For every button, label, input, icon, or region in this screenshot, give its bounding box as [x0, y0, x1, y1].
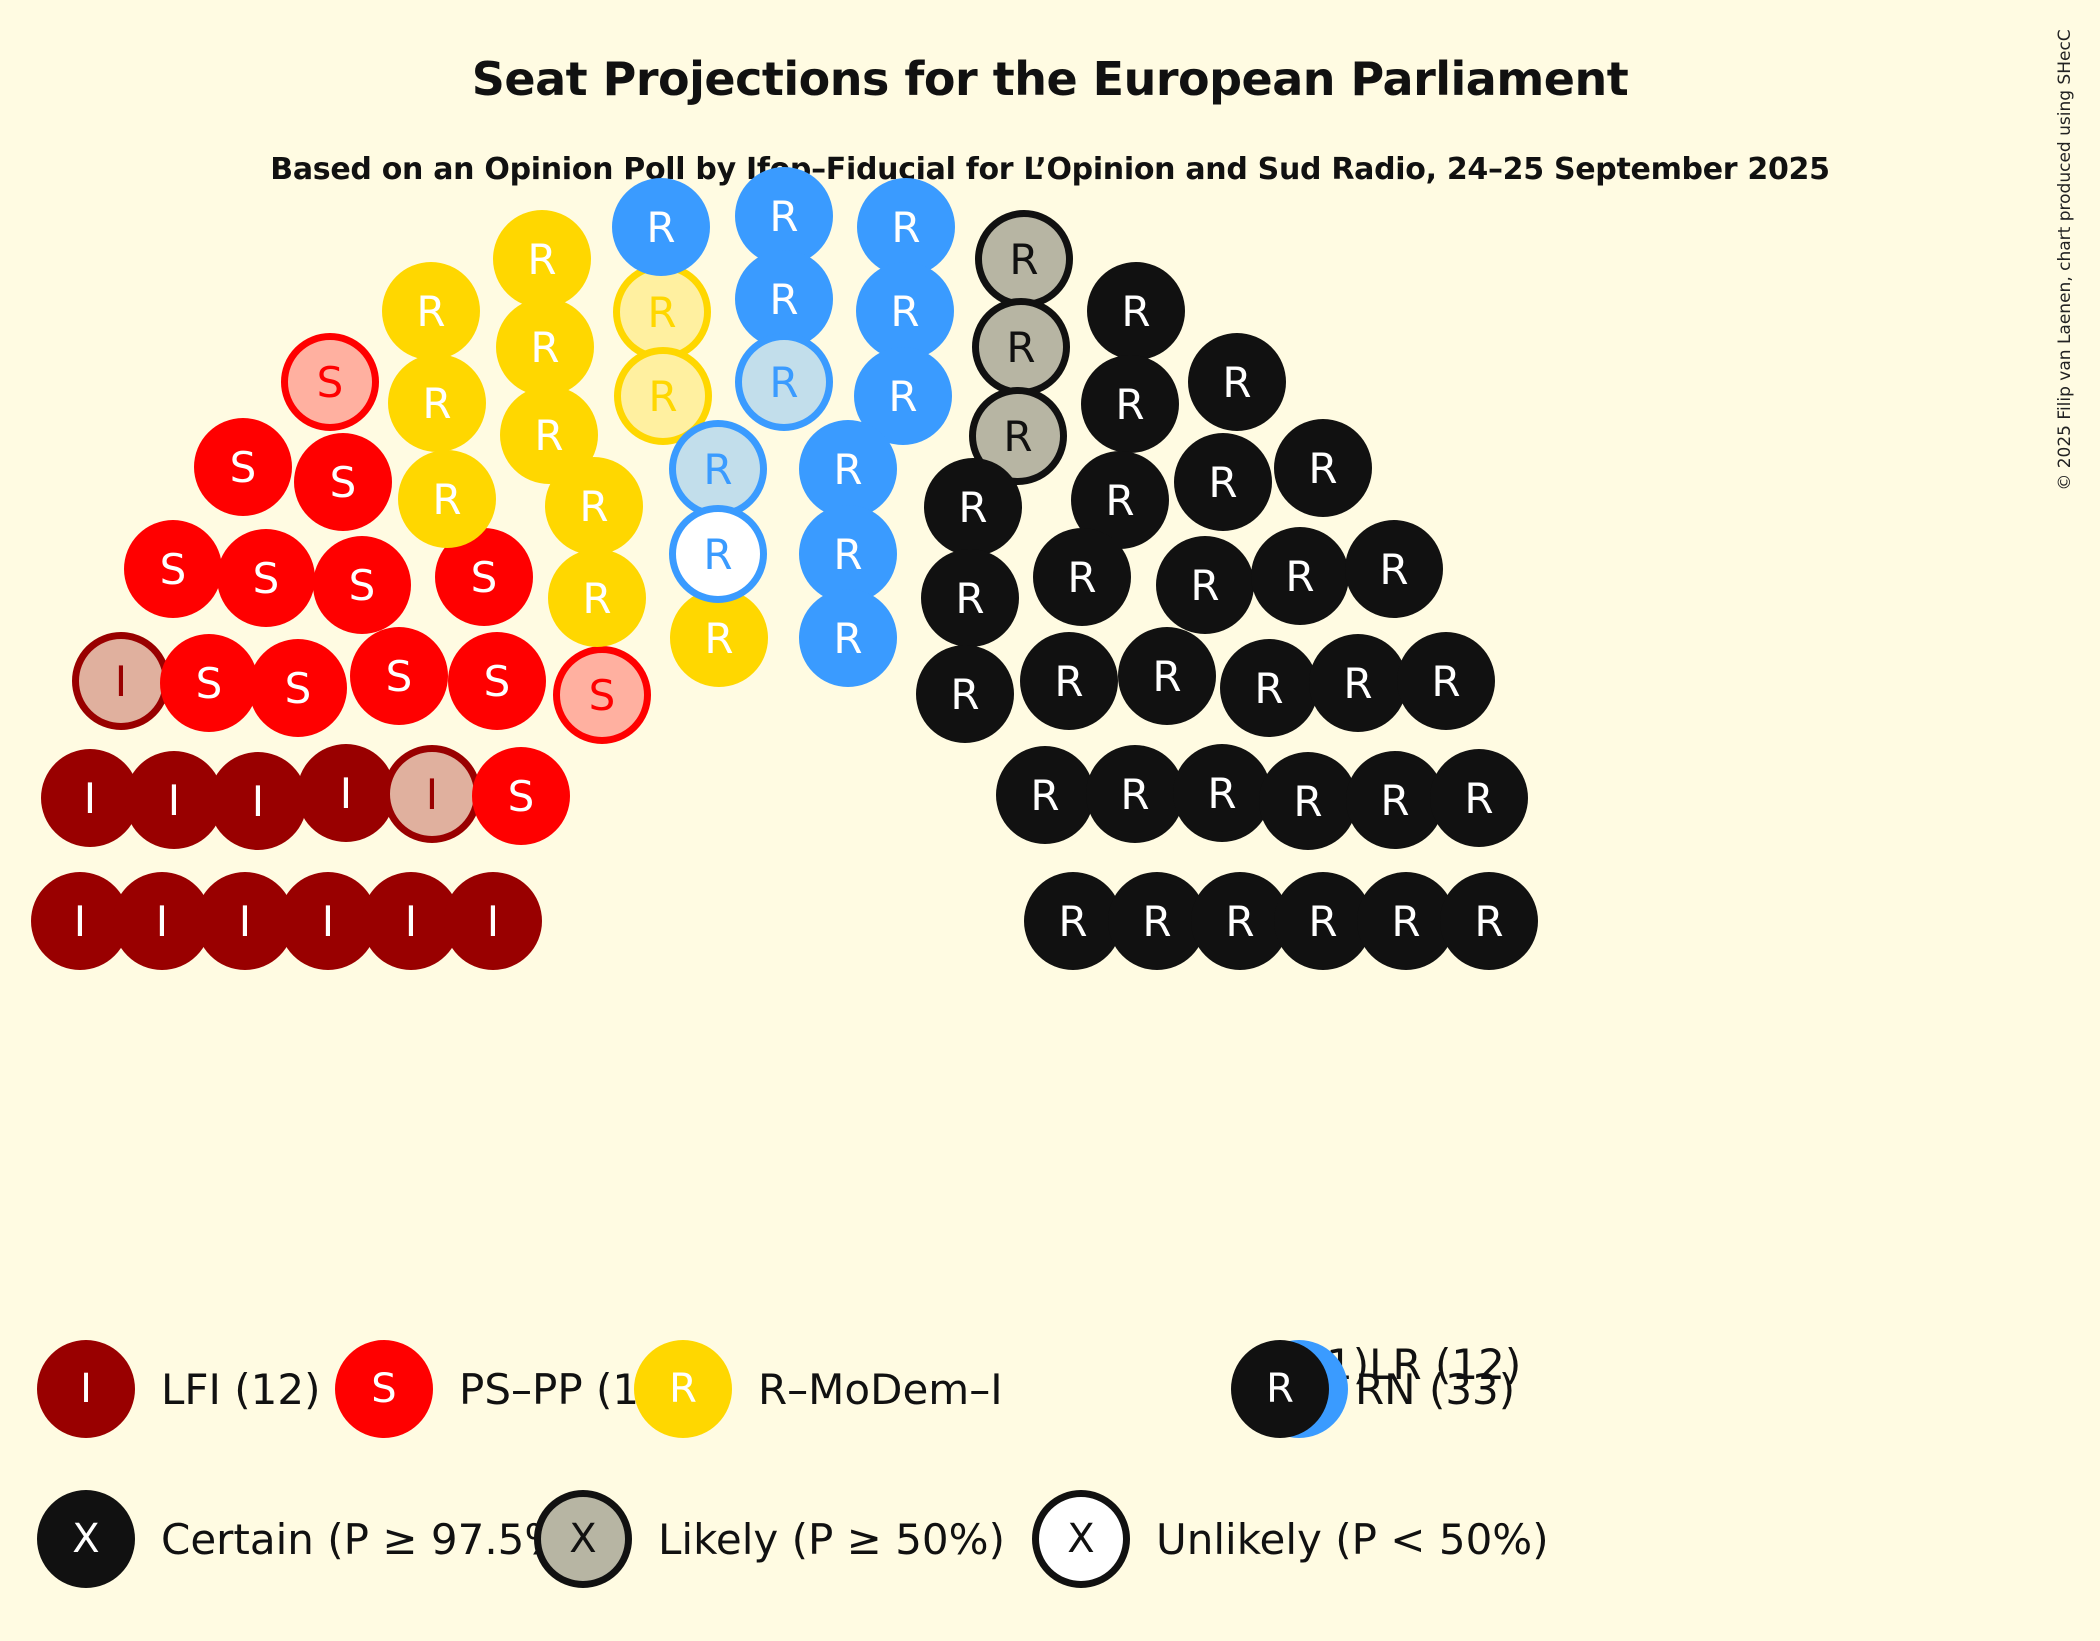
- seat-rn: R: [1118, 627, 1216, 725]
- seat-rn: R: [1087, 262, 1185, 360]
- seat-rn: R: [1191, 872, 1289, 970]
- seat-rn: R: [1174, 433, 1272, 531]
- seat-rn: R: [1156, 536, 1254, 634]
- legend-label: RN (33): [1355, 1364, 1516, 1414]
- legend-item-lr-label: 1)LR (12): [1326, 1340, 1521, 1389]
- seat-rn: R: [1309, 634, 1407, 732]
- seat-lfi: I: [196, 872, 294, 970]
- seat-rn: R: [1081, 355, 1179, 453]
- seat-rn: R: [1346, 751, 1444, 849]
- seat-lr: R: [669, 505, 767, 603]
- seat-rn: R: [1430, 749, 1528, 847]
- legend-item-rn: R RN (33): [1231, 1340, 1515, 1438]
- seat-ps: S: [294, 433, 392, 531]
- seat-ps: S: [281, 333, 379, 431]
- seat-lfi: I: [279, 872, 377, 970]
- seat-lr: R: [735, 333, 833, 431]
- seat-rn: R: [1220, 639, 1318, 737]
- chart-title: Seat Projections for the European Parlia…: [471, 52, 1629, 106]
- seat-lfi: I: [41, 749, 139, 847]
- rn-seat-icon: R: [1231, 1340, 1329, 1438]
- seat-rn: R: [1357, 872, 1455, 970]
- seat-rn: R: [1086, 745, 1184, 843]
- seat-lr: R: [735, 167, 833, 265]
- seat-rn: R: [1020, 632, 1118, 730]
- seat-rn: R: [1274, 419, 1372, 517]
- legend-item-unlikely: X Unlikely (P < 50%): [1032, 1490, 1549, 1588]
- seat-rn: R: [975, 210, 1073, 308]
- seat-ps: S: [217, 529, 315, 627]
- seat-ps: S: [160, 634, 258, 732]
- seat-rn: R: [924, 458, 1022, 556]
- seat-ps: S: [249, 639, 347, 737]
- seat-lr: R: [669, 420, 767, 518]
- seat-ps: S: [313, 536, 411, 634]
- legend-label: Likely (P ≥ 50%): [658, 1514, 1005, 1564]
- seat-rn: R: [1024, 872, 1122, 970]
- ps-pp-seat-icon: S: [335, 1340, 433, 1438]
- seat-rn: R: [1108, 872, 1206, 970]
- seat-lr: R: [856, 262, 954, 360]
- seat-rn: R: [1259, 752, 1357, 850]
- seat-rm: R: [382, 262, 480, 360]
- seat-rn: R: [972, 298, 1070, 396]
- legend-label: 1)LR (12): [1326, 1340, 1522, 1389]
- legend-item-certain: X Certain (P ≥ 97.5%): [37, 1490, 581, 1588]
- seat-rn: R: [1188, 333, 1286, 431]
- seat-rn: R: [996, 746, 1094, 844]
- seat-ps: S: [553, 646, 651, 744]
- seat-rn: R: [1440, 872, 1538, 970]
- seat-rn: R: [916, 645, 1014, 743]
- seat-lr: R: [857, 178, 955, 276]
- seat-lfi: I: [383, 745, 481, 843]
- seat-rn: R: [1397, 632, 1495, 730]
- seat-ps: S: [350, 627, 448, 725]
- seat-rm: R: [670, 589, 768, 687]
- seat-ps: S: [448, 632, 546, 730]
- seat-lfi: I: [444, 872, 542, 970]
- seat-lfi: I: [113, 872, 211, 970]
- seat-rm: R: [496, 298, 594, 396]
- certain-seat-icon: X: [37, 1490, 135, 1588]
- legend-item-ps-pp: S PS–PP (13): [335, 1340, 682, 1438]
- lfi-seat-icon: I: [37, 1340, 135, 1438]
- seat-rn: R: [921, 549, 1019, 647]
- seat-lfi: I: [31, 872, 129, 970]
- likely-seat-icon: X: [534, 1490, 632, 1588]
- seat-rm: R: [493, 210, 591, 308]
- seat-lr: R: [799, 505, 897, 603]
- seat-lr: R: [799, 420, 897, 518]
- seat-rn: R: [1251, 527, 1349, 625]
- seat-rn: R: [1274, 872, 1372, 970]
- seat-lr: R: [735, 250, 833, 348]
- unlikely-seat-icon: X: [1032, 1490, 1130, 1588]
- seat-rn: R: [1033, 528, 1131, 626]
- seat-lfi: I: [125, 751, 223, 849]
- legend-item-likely: X Likely (P ≥ 50%): [534, 1490, 1005, 1588]
- legend-label: Certain (P ≥ 97.5%): [161, 1514, 581, 1564]
- legend-label: LFI (12): [161, 1364, 321, 1414]
- seat-rn: R: [1173, 744, 1271, 842]
- seat-lfi: I: [209, 752, 307, 850]
- seat-ps: S: [472, 747, 570, 845]
- seat-lr: R: [612, 178, 710, 276]
- seat-lfi: I: [362, 872, 460, 970]
- seat-rm: R: [545, 457, 643, 555]
- seat-ps: S: [124, 520, 222, 618]
- seat-lr: R: [799, 589, 897, 687]
- legend-item-lfi: I LFI (12): [37, 1340, 321, 1438]
- seat-rm: R: [398, 450, 496, 548]
- seat-lfi: I: [72, 632, 170, 730]
- seat-ps: S: [194, 418, 292, 516]
- r-modem-seat-icon: R: [634, 1340, 732, 1438]
- chart-subtitle: Based on an Opinion Poll by Ifop–Fiducia…: [270, 152, 1830, 187]
- legend-label: Unlikely (P < 50%): [1156, 1514, 1549, 1564]
- legend-label: R–MoDem–I: [758, 1364, 1003, 1414]
- legend-item-r-modem: R R–MoDem–I: [634, 1340, 1003, 1438]
- seat-rm: R: [388, 354, 486, 452]
- seat-rn: R: [1345, 520, 1443, 618]
- seat-lfi: I: [297, 744, 395, 842]
- seat-rm: R: [548, 549, 646, 647]
